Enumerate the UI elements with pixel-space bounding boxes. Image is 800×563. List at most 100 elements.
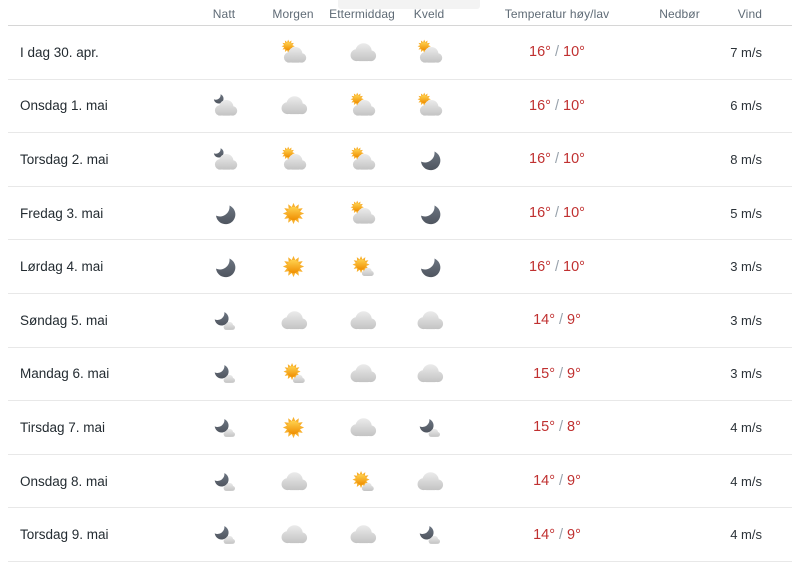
weather-icon-fair-night	[209, 412, 240, 443]
temp-slash: /	[554, 258, 560, 275]
row-date-label: Onsdag 8. mai	[20, 473, 108, 489]
temp-slash: /	[554, 97, 560, 114]
kveld-icon-cell	[396, 466, 462, 497]
temp-low: 10°	[563, 44, 585, 61]
weather-icon-partlycloudy-day	[414, 37, 445, 68]
weather-icon-clearsky-night	[414, 198, 445, 229]
row-date-label: Mandag 6. mai	[20, 366, 110, 382]
morgen-icon-cell	[258, 37, 328, 68]
temperature-cell: 14°/9°	[462, 312, 652, 328]
temp-high: 16°	[529, 205, 551, 222]
wind-cell: 6 m/s	[730, 98, 762, 114]
forecast-row[interactable]: Mandag 6. mai 15°/9° 3 m/s	[8, 348, 792, 402]
forecast-row[interactable]: Lørdag 4. mai 16°/10° 3 m/s	[8, 240, 792, 294]
morgen-icon-cell	[258, 412, 328, 443]
header-kveld: Kveld	[413, 6, 445, 21]
natt-icon-cell	[190, 198, 258, 229]
temp-low: 9°	[567, 312, 581, 329]
temperature-cell: 16°/10°	[462, 98, 652, 114]
temp-high: 15°	[533, 365, 556, 382]
temperature-cell: 16°/10°	[462, 259, 652, 275]
weather-icon-partlycloudy-day	[347, 90, 378, 121]
weather-icon-partlycloudy-day	[278, 37, 309, 68]
morgen-icon-cell	[258, 305, 328, 336]
forecast-row[interactable]: Onsdag 8. mai 14°/9° 4 m/s	[8, 455, 792, 509]
forecast-row[interactable]: Tirsdag 7. mai 15°/8° 4 m/s	[8, 401, 792, 455]
temp-low: 10°	[563, 205, 585, 222]
temp-slash: /	[559, 473, 564, 490]
ettermiddag-icon-cell	[328, 198, 396, 229]
wind-cell: 7 m/s	[730, 44, 762, 60]
kveld-icon-cell	[396, 198, 462, 229]
forecast-row[interactable]: Onsdag 1. mai 16°/10° 6 m/s	[8, 80, 792, 134]
weather-icon-cloudy	[414, 466, 445, 497]
row-date-label: I dag 30. apr.	[20, 44, 99, 60]
temp-slash: /	[554, 151, 560, 168]
row-date-label: Torsdag 9. mai	[20, 527, 109, 543]
weather-icon-fair-night	[209, 519, 240, 550]
wind-cell: 5 m/s	[730, 205, 762, 221]
forecast-rows: I dag 30. apr. 16°/10° 7 m/s Onsdag 1. mai 1…	[8, 26, 792, 562]
weather-icon-clearsky-day	[278, 412, 309, 443]
header-nedbor: Nedbør	[659, 6, 700, 21]
weather-icon-fair-night	[414, 412, 445, 443]
forecast-row[interactable]: Søndag 5. mai 14°/9° 3 m/s	[8, 294, 792, 348]
weather-icon-fair-night	[209, 358, 240, 389]
weather-icon-fair-day	[347, 466, 378, 497]
temp-slash: /	[559, 419, 564, 436]
weather-icon-cloudy	[278, 305, 309, 336]
row-date-label: Fredag 3. mai	[20, 205, 104, 221]
temp-low: 8°	[567, 419, 581, 436]
kveld-icon-cell	[396, 305, 462, 336]
temp-slash: /	[559, 312, 564, 329]
temp-high: 16°	[529, 258, 551, 275]
temp-high: 14°	[533, 473, 556, 490]
forecast-row[interactable]: Fredag 3. mai 16°/10° 5 m/s	[8, 187, 792, 241]
header-temperatur: Temperatur høy/lav	[504, 6, 610, 21]
ettermiddag-icon-cell	[328, 144, 396, 175]
ettermiddag-icon-cell	[328, 358, 396, 389]
wind-cell: 4 m/s	[730, 419, 762, 435]
morgen-icon-cell	[258, 251, 328, 282]
temp-high: 16°	[529, 44, 551, 61]
wind-cell: 4 m/s	[730, 473, 762, 489]
header-natt: Natt	[212, 6, 236, 21]
temp-high: 14°	[533, 312, 556, 329]
weather-icon-clearsky-night	[414, 144, 445, 175]
ettermiddag-icon-cell	[328, 251, 396, 282]
kveld-icon-cell	[396, 519, 462, 550]
forecast-table: Natt Morgen Ettermiddag Kveld Temperatur…	[8, 0, 792, 562]
weather-icon-clearsky-night	[414, 251, 445, 282]
weather-icon-cloudy	[347, 412, 378, 443]
weather-icon-partlycloudy-day	[278, 144, 309, 175]
wind-cell: 3 m/s	[730, 366, 762, 382]
weather-icon-partlycloudy-night	[209, 144, 240, 175]
temp-high: 16°	[529, 151, 551, 168]
ettermiddag-icon-cell	[328, 90, 396, 121]
natt-icon-cell	[190, 90, 258, 121]
top-partial-element	[338, 0, 480, 9]
kveld-icon-cell	[396, 37, 462, 68]
forecast-row[interactable]: I dag 30. apr. 16°/10° 7 m/s	[8, 26, 792, 80]
weather-icon-cloudy	[278, 519, 309, 550]
natt-icon-cell	[190, 251, 258, 282]
natt-icon-cell	[190, 519, 258, 550]
weather-icon-partlycloudy-day	[347, 144, 378, 175]
row-date-label: Søndag 5. mai	[20, 312, 108, 328]
temperature-cell: 16°/10°	[462, 151, 652, 167]
weather-icon-clearsky-day	[278, 198, 309, 229]
header-ettermiddag: Ettermiddag	[329, 6, 395, 21]
temp-low: 9°	[567, 526, 581, 543]
ettermiddag-icon-cell	[328, 37, 396, 68]
temp-slash: /	[554, 205, 560, 222]
kveld-icon-cell	[396, 90, 462, 121]
weather-icon-partlycloudy-night	[209, 90, 240, 121]
forecast-row[interactable]: Torsdag 9. mai 14°/9° 4 m/s	[8, 508, 792, 562]
temp-slash: /	[559, 526, 564, 543]
temperature-cell: 14°/9°	[462, 527, 652, 543]
weather-icon-cloudy	[347, 358, 378, 389]
forecast-row[interactable]: Torsdag 2. mai 16°/10° 8 m/s	[8, 133, 792, 187]
kveld-icon-cell	[396, 144, 462, 175]
weather-icon-cloudy	[278, 90, 309, 121]
